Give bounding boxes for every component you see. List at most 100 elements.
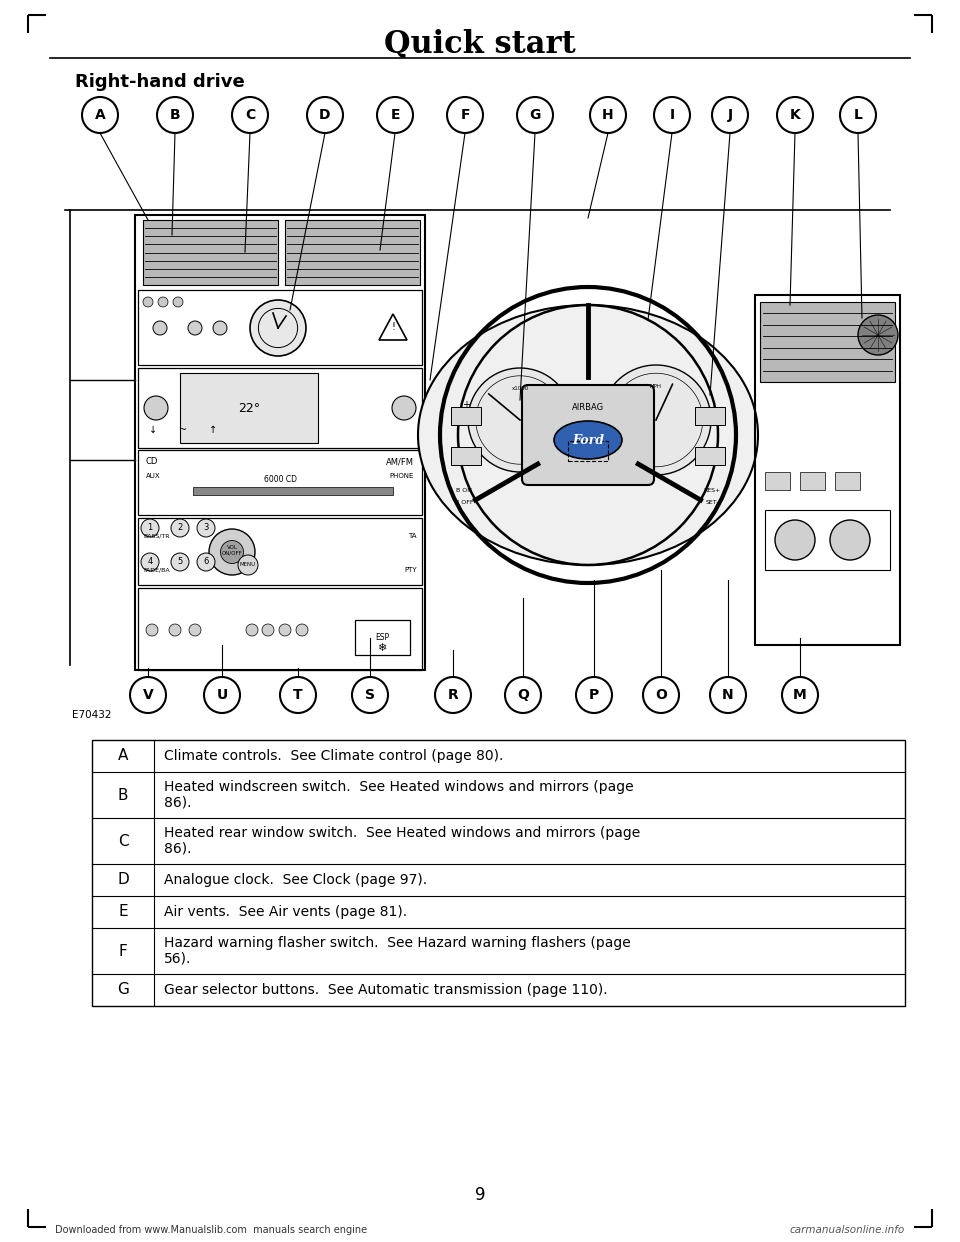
Text: 3: 3 [204,523,208,533]
Circle shape [392,396,416,420]
Bar [765,510,890,570]
Circle shape [221,540,244,564]
Text: H: H [602,108,613,122]
Circle shape [197,519,215,537]
Text: Analogue clock.  See Clock (page 97).: Analogue clock. See Clock (page 97). [164,873,427,887]
Circle shape [158,297,168,307]
Text: 56).: 56). [164,951,191,966]
Text: Climate controls.  See Climate control (page 80).: Climate controls. See Climate control (p… [164,749,503,763]
Circle shape [169,623,181,636]
Bar [138,518,422,585]
Bar [92,740,905,1006]
Bar [760,302,895,383]
Text: G: G [529,108,540,122]
Text: ↓: ↓ [149,425,157,435]
Text: ❄: ❄ [377,643,387,653]
Text: 6: 6 [204,558,208,566]
Circle shape [143,297,153,307]
Bar [138,289,422,365]
Bar [285,220,420,284]
Text: 2: 2 [178,523,182,533]
Text: C: C [245,108,255,122]
Bar [568,441,608,461]
Text: A: A [118,749,129,764]
Text: 22°: 22° [238,401,260,415]
Bar [695,407,725,425]
Text: V: V [143,688,154,702]
Circle shape [188,320,202,335]
Bar [835,472,860,491]
Bar [193,487,393,496]
Text: TA: TA [409,533,417,539]
Text: AUX: AUX [146,473,160,479]
Circle shape [189,623,201,636]
Circle shape [279,623,291,636]
Circle shape [250,301,306,356]
Circle shape [146,623,158,636]
Text: E70432: E70432 [72,710,111,720]
Text: FADE/BA: FADE/BA [143,568,170,573]
Text: !: ! [391,322,395,332]
Text: AM/FM: AM/FM [386,457,414,467]
Text: A: A [95,108,106,122]
Text: RES+: RES+ [704,488,721,493]
Text: M: M [793,688,806,702]
Text: Right-hand drive: Right-hand drive [75,73,245,91]
Text: ~: ~ [179,425,187,435]
Bar [755,296,900,645]
Circle shape [171,519,189,537]
Bar [695,447,725,465]
Text: +: + [462,400,470,410]
Text: Heated rear window switch.  See Heated windows and mirrors (page: Heated rear window switch. See Heated wi… [164,826,640,841]
Circle shape [246,623,258,636]
Circle shape [141,553,159,571]
Circle shape [296,623,308,636]
Bar [138,368,422,448]
FancyBboxPatch shape [522,385,654,484]
Text: PHONE: PHONE [390,473,414,479]
Circle shape [262,623,274,636]
Text: J: J [728,108,732,122]
Text: B: B [170,108,180,122]
Text: ↑: ↑ [209,425,217,435]
Text: x1000: x1000 [512,386,529,391]
Circle shape [213,320,227,335]
Text: Downloaded from www.Manualslib.com  manuals search engine: Downloaded from www.Manualslib.com manua… [55,1225,367,1235]
Text: O: O [655,688,667,702]
Text: PTY: PTY [404,568,417,573]
Text: 4: 4 [148,558,153,566]
Text: B ON: B ON [456,488,472,493]
Text: VOL
ON/OFF: VOL ON/OFF [222,544,242,555]
Text: AIRBAG: AIRBAG [572,402,604,411]
Bar [451,407,481,425]
Text: Gear selector buttons.  See Automatic transmission (page 110).: Gear selector buttons. See Automatic tra… [164,982,608,997]
Bar [138,450,422,515]
Bar [566,419,610,441]
Text: Quick start: Quick start [384,30,576,61]
Text: D: D [320,108,331,122]
Bar [138,587,422,669]
Ellipse shape [554,421,622,460]
Text: E: E [391,108,399,122]
Text: 9: 9 [475,1186,485,1203]
Text: Q: Q [517,688,529,702]
Text: K: K [790,108,801,122]
Text: Air vents.  See Air vents (page 81).: Air vents. See Air vents (page 81). [164,905,407,919]
Text: 5: 5 [178,558,182,566]
Circle shape [144,396,168,420]
Text: C: C [118,833,129,848]
Circle shape [173,297,183,307]
Text: SET-: SET- [706,501,719,505]
Text: Hazard warning flasher switch.  See Hazard warning flashers (page: Hazard warning flasher switch. See Hazar… [164,936,631,950]
Text: 86).: 86). [164,842,191,856]
Circle shape [153,320,167,335]
Bar [143,220,278,284]
Text: R: R [447,688,458,702]
Text: B OFF: B OFF [455,501,473,505]
Text: B: B [118,787,129,802]
Circle shape [830,520,870,560]
Circle shape [141,519,159,537]
Text: 6000 CD: 6000 CD [263,476,297,484]
Bar [180,373,318,443]
Bar [355,620,410,655]
